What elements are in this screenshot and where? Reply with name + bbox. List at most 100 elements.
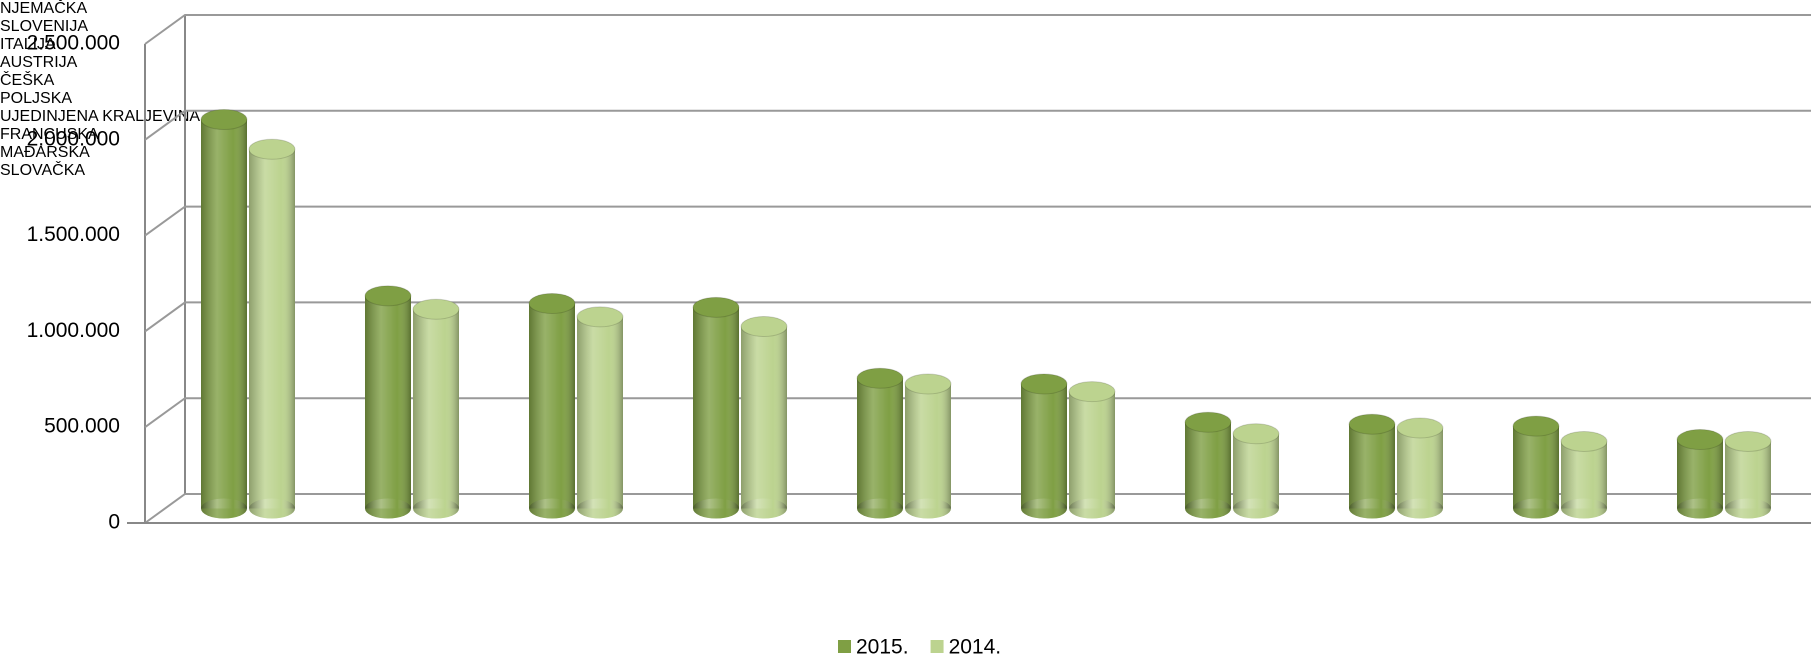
bar-shade xyxy=(693,307,739,509)
bar-top xyxy=(1232,423,1280,445)
bar xyxy=(692,296,740,519)
bar-base-shade xyxy=(1677,498,1723,519)
bar xyxy=(1020,373,1068,519)
legend-swatch xyxy=(838,640,851,653)
bar-top xyxy=(1512,415,1560,437)
bar-shade xyxy=(249,149,295,509)
bar xyxy=(740,315,788,519)
bar xyxy=(1348,413,1396,519)
bar xyxy=(364,285,412,519)
bar-top xyxy=(528,292,576,314)
bar-shade xyxy=(905,383,951,509)
bar-top xyxy=(856,367,904,389)
bar-shade xyxy=(1677,439,1723,509)
bar-top xyxy=(1724,430,1772,452)
bar-shade xyxy=(365,295,411,509)
bar-shade xyxy=(413,309,459,509)
bar-top xyxy=(364,285,412,307)
bar xyxy=(1396,417,1444,519)
bar-shade xyxy=(857,378,903,509)
bar-top xyxy=(412,298,460,320)
bar-top xyxy=(904,373,952,395)
x-tick-label: UJEDINJENA KRALJEVINA xyxy=(0,108,201,125)
bar-shade xyxy=(1185,422,1231,509)
bar-shade xyxy=(1561,441,1607,509)
bar-shade xyxy=(1069,391,1115,509)
grid-line xyxy=(144,14,1811,45)
bar xyxy=(1560,430,1608,519)
bar-base-shade xyxy=(1513,498,1559,519)
x-tick-label: SLOVAČKA xyxy=(0,162,86,179)
x-tick-label: ČEŠKA xyxy=(0,72,55,89)
bar-top xyxy=(1184,411,1232,433)
x-tick-label: POLJSKA xyxy=(0,90,73,107)
bar-top xyxy=(1560,430,1608,452)
bar-base-shade xyxy=(1725,498,1771,519)
bar-top xyxy=(1348,413,1396,435)
bar-shade xyxy=(1021,383,1067,509)
bar-base-shade xyxy=(1069,498,1115,519)
bar xyxy=(1512,415,1560,519)
bar-base-shade xyxy=(1561,498,1607,519)
bar xyxy=(576,306,624,519)
bar xyxy=(1184,411,1232,519)
y-tick-label: 500.000 xyxy=(44,415,120,438)
grid-line xyxy=(144,205,1811,237)
bar-base-shade xyxy=(365,498,411,519)
bar-top xyxy=(1068,381,1116,403)
bar-top xyxy=(740,315,788,337)
bar-top xyxy=(1676,429,1724,451)
grid-line xyxy=(144,301,1811,333)
bar xyxy=(904,373,952,519)
bar xyxy=(412,298,460,519)
y-tick-label: 1.000.000 xyxy=(27,319,120,342)
bar xyxy=(1232,423,1280,519)
bar-shade xyxy=(741,326,787,509)
bar-base-shade xyxy=(857,498,903,519)
bar-shade xyxy=(1233,433,1279,509)
bar-base-shade xyxy=(741,498,787,519)
bar-top xyxy=(692,296,740,318)
bar-top xyxy=(200,109,248,131)
legend-swatch xyxy=(930,640,944,653)
y-tick-label: 2.500.000 xyxy=(27,32,120,55)
y-tick-label: 0 xyxy=(108,511,120,534)
bar-base-shade xyxy=(249,498,295,519)
y-tick-label: 2.000.000 xyxy=(27,127,120,150)
bar-base-shade xyxy=(1349,498,1395,519)
bar-base-shade xyxy=(1185,498,1231,519)
bar xyxy=(1068,381,1116,519)
y-tick-label: 1.500.000 xyxy=(27,223,120,246)
x-tick-label: AUSTRIJA xyxy=(0,54,78,71)
x-tick-label: SLOVENIJA xyxy=(0,18,89,35)
bar-shade xyxy=(1397,428,1443,509)
bar-base-shade xyxy=(201,498,247,519)
x-tick-label: MAĐARSKA xyxy=(0,144,90,161)
legend-label: 2014. xyxy=(949,636,1002,659)
bar-shade xyxy=(201,119,247,509)
bar xyxy=(1724,430,1772,519)
bar xyxy=(200,109,248,519)
grid-line xyxy=(144,397,1811,429)
bar-shade xyxy=(1725,441,1771,509)
bar xyxy=(856,367,904,519)
bar-top xyxy=(1396,417,1444,439)
bar xyxy=(528,292,576,519)
bar xyxy=(1676,429,1724,519)
bar-base-shade xyxy=(1233,498,1279,519)
bar-shade xyxy=(1513,426,1559,509)
legend-label: 2015. xyxy=(856,636,909,659)
bar-shade xyxy=(1349,424,1395,509)
bar-shade xyxy=(529,303,575,509)
bar-base-shade xyxy=(693,498,739,519)
bar-top xyxy=(1020,373,1068,395)
x-tick-label: ITALIJA xyxy=(0,36,56,53)
bar-base-shade xyxy=(413,498,459,519)
bar-shade xyxy=(577,316,623,509)
bar-base-shade xyxy=(1397,498,1443,519)
bar-base-shade xyxy=(1021,498,1067,519)
bar-top xyxy=(248,138,296,160)
bar-base-shade xyxy=(905,498,951,519)
